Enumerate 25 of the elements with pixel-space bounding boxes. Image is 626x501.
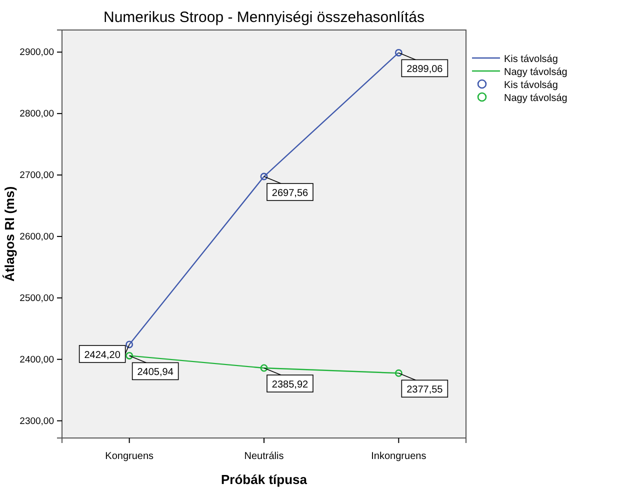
y-tick-label: 2800,00 (20, 108, 54, 120)
y-tick-label: 2700,00 (20, 170, 54, 182)
y-tick-label: 2500,00 (20, 292, 54, 304)
y-tick-label: 2900,00 (20, 47, 54, 58)
text: Nagy távolság (504, 67, 568, 78)
data-label: 2697,56 (272, 188, 309, 200)
y-tick-label: 2300,00 (20, 416, 54, 427)
data-label: 2424,20 (84, 350, 121, 361)
legend-label: Kis távolság (504, 54, 558, 65)
x-axis-title: Próbák típusa (221, 472, 308, 487)
y-tick-label: 2600,00 (20, 232, 54, 242)
x-tick-label: Inkongruens (371, 451, 426, 462)
x-tick-label: Neutrális (244, 451, 284, 462)
data-label: 2377,55 (406, 384, 444, 396)
y-axis-title: Átlagos RI (ms) (2, 186, 17, 282)
data-label: 2405,94 (137, 367, 174, 378)
legend-label: Nagy távolság (504, 93, 568, 104)
point (260, 172, 268, 180)
point (260, 364, 268, 372)
text: Kis távolság (504, 80, 558, 91)
x-tick-label: Kongruens (105, 451, 154, 462)
data-label: 2899,06 (406, 64, 444, 76)
y-tick-label: 2400,00 (20, 354, 54, 366)
data-label: 2385,92 (272, 380, 309, 390)
chart-title: Numerikus Stroop - Mennyiségi összehasonlítás (104, 9, 424, 26)
